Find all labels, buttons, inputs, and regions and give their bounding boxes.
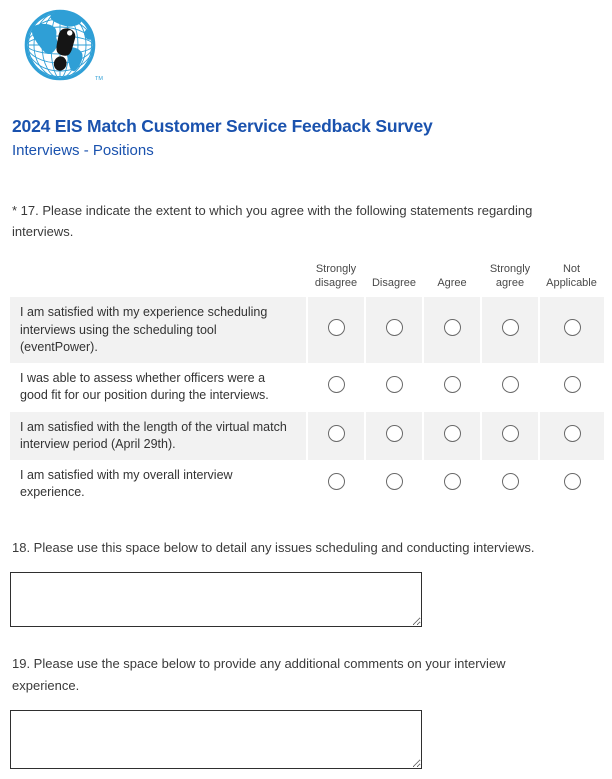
- radio-button-r2-c5[interactable]: [563, 376, 581, 394]
- matrix-row-1: I am satisfied with my experience schedu…: [10, 297, 604, 364]
- matrix-column-header-5: Not Applicable: [546, 262, 597, 290]
- matrix-cell-r2-c2: [364, 363, 423, 412]
- question-18: 18. Please use this space below to detai…: [10, 537, 612, 628]
- matrix-cell-r3-c5: [538, 411, 604, 461]
- matrix-row-label: I am satisfied with my experience schedu…: [20, 305, 268, 354]
- radio-button-r1-c5[interactable]: [563, 319, 581, 337]
- matrix-row-label: I was able to assess whether officers we…: [20, 371, 269, 403]
- radio-button-r3-c5[interactable]: [563, 424, 581, 442]
- matrix-cell-r3-c4: [480, 411, 539, 461]
- question-18-textarea[interactable]: [10, 572, 422, 628]
- matrix-cell-r1-c2: [364, 297, 423, 364]
- matrix-cell-r2-c1: [306, 363, 365, 412]
- matrix-row-3: I am satisfied with the length of the vi…: [10, 411, 604, 461]
- matrix-header-row: Strongly disagree Disagree Agree Strongly a…: [10, 262, 604, 298]
- matrix-cell-r2-c5: [538, 363, 604, 412]
- radio-button-r1-c1[interactable]: [327, 319, 345, 337]
- radio-button-r4-c2[interactable]: [385, 473, 403, 491]
- matrix-column-header-4: Strongly agree: [489, 262, 531, 290]
- matrix-column-header-1: Strongly disagree: [314, 262, 358, 290]
- matrix-cell-r4-c1: [306, 460, 365, 509]
- eis-logo: TM: [22, 8, 106, 84]
- radio-button-r3-c1[interactable]: [327, 424, 345, 442]
- matrix-row-2: I was able to assess whether officers we…: [10, 363, 604, 412]
- matrix-row-label: I am satisfied with the length of the vi…: [20, 419, 287, 451]
- globe-footprint-icon: TM: [24, 9, 103, 82]
- matrix-cell-r1-c4: [480, 297, 539, 364]
- question-19: 19. Please use the space below to provid…: [10, 653, 612, 770]
- question-18-label: 18. Please use this space below to detai…: [12, 539, 535, 555]
- radio-button-r3-c2[interactable]: [385, 424, 403, 442]
- question-19-label: 19. Please use the space below to provid…: [12, 656, 506, 693]
- radio-button-r2-c1[interactable]: [327, 376, 345, 394]
- matrix-cell-r1-c3: [422, 297, 481, 364]
- matrix-cell-r4-c5: [538, 460, 604, 509]
- radio-button-r2-c3[interactable]: [443, 376, 461, 394]
- radio-button-r2-c2[interactable]: [385, 376, 403, 394]
- matrix-column-header-2: Disagree: [371, 277, 417, 290]
- radio-button-r4-c5[interactable]: [563, 473, 581, 491]
- matrix-row-label: I am satisfied with my overall interview…: [20, 468, 233, 500]
- matrix-cell-r2-c4: [480, 363, 539, 412]
- question-17: * 17. Please indicate the extent to whic…: [10, 200, 612, 509]
- radio-button-r4-c4[interactable]: [501, 473, 519, 491]
- radio-button-r2-c4[interactable]: [501, 376, 519, 394]
- matrix-cell-r2-c3: [422, 363, 481, 412]
- survey-subtitle: Interviews - Positions: [12, 142, 154, 159]
- radio-button-r3-c3[interactable]: [443, 424, 461, 442]
- matrix-cell-r4-c3: [422, 460, 481, 509]
- matrix-column-header-3: Agree: [437, 277, 467, 290]
- radio-button-r1-c2[interactable]: [385, 319, 403, 337]
- radio-button-r4-c1[interactable]: [327, 473, 345, 491]
- matrix-cell-r3-c3: [422, 411, 481, 461]
- matrix-cell-r1-c1: [306, 297, 365, 364]
- matrix-cell-r4-c2: [364, 460, 423, 509]
- agreement-matrix: Strongly disagree Disagree Agree Strongly a…: [10, 262, 604, 509]
- radio-button-r1-c4[interactable]: [501, 319, 519, 337]
- radio-button-r4-c3[interactable]: [443, 473, 461, 491]
- radio-button-r3-c4[interactable]: [501, 424, 519, 442]
- matrix-row-4: I am satisfied with my overall interview…: [10, 460, 604, 509]
- survey-title: 2024 EIS Match Customer Service Feedback…: [12, 116, 433, 136]
- matrix-cell-r4-c4: [480, 460, 539, 509]
- matrix-cell-r3-c1: [306, 411, 365, 461]
- matrix-cell-r1-c5: [538, 297, 604, 364]
- question-17-label: * 17. Please indicate the extent to whic…: [12, 203, 533, 240]
- question-19-textarea[interactable]: [10, 710, 422, 770]
- matrix-cell-r3-c2: [364, 411, 423, 461]
- trademark-symbol: TM: [95, 76, 103, 82]
- radio-button-r1-c3[interactable]: [443, 319, 461, 337]
- matrix-corner-cell: [10, 262, 307, 298]
